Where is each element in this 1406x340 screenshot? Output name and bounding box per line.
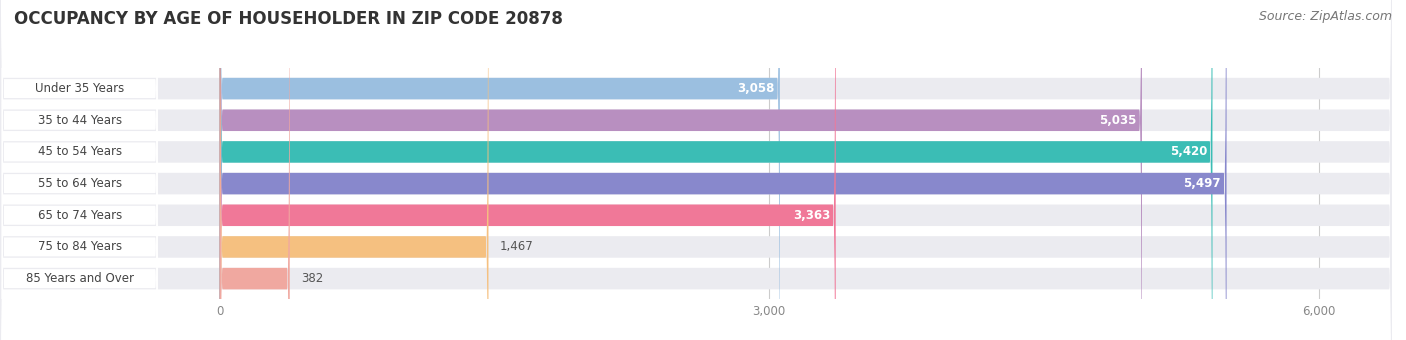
FancyBboxPatch shape [1,0,157,340]
FancyBboxPatch shape [219,0,1226,340]
FancyBboxPatch shape [1,0,157,340]
Text: 5,035: 5,035 [1099,114,1136,127]
FancyBboxPatch shape [1,0,157,340]
FancyBboxPatch shape [219,0,290,340]
FancyBboxPatch shape [219,0,1142,340]
Text: 45 to 54 Years: 45 to 54 Years [38,146,122,158]
FancyBboxPatch shape [1,0,157,340]
FancyBboxPatch shape [1,0,157,340]
Text: Source: ZipAtlas.com: Source: ZipAtlas.com [1258,10,1392,23]
Text: 35 to 44 Years: 35 to 44 Years [38,114,122,127]
FancyBboxPatch shape [219,0,1212,340]
Text: 1,467: 1,467 [499,240,533,253]
Text: 5,497: 5,497 [1184,177,1220,190]
Text: 75 to 84 Years: 75 to 84 Years [38,240,122,253]
FancyBboxPatch shape [219,0,835,340]
Text: 3,363: 3,363 [793,209,830,222]
FancyBboxPatch shape [219,0,780,340]
Text: OCCUPANCY BY AGE OF HOUSEHOLDER IN ZIP CODE 20878: OCCUPANCY BY AGE OF HOUSEHOLDER IN ZIP C… [14,10,562,28]
Text: Under 35 Years: Under 35 Years [35,82,124,95]
Text: 382: 382 [301,272,323,285]
Text: 65 to 74 Years: 65 to 74 Years [38,209,122,222]
Text: 5,420: 5,420 [1170,146,1206,158]
FancyBboxPatch shape [1,0,157,340]
Text: 55 to 64 Years: 55 to 64 Years [38,177,122,190]
Text: 85 Years and Over: 85 Years and Over [25,272,134,285]
FancyBboxPatch shape [219,0,488,340]
FancyBboxPatch shape [1,0,157,340]
Text: 3,058: 3,058 [737,82,775,95]
